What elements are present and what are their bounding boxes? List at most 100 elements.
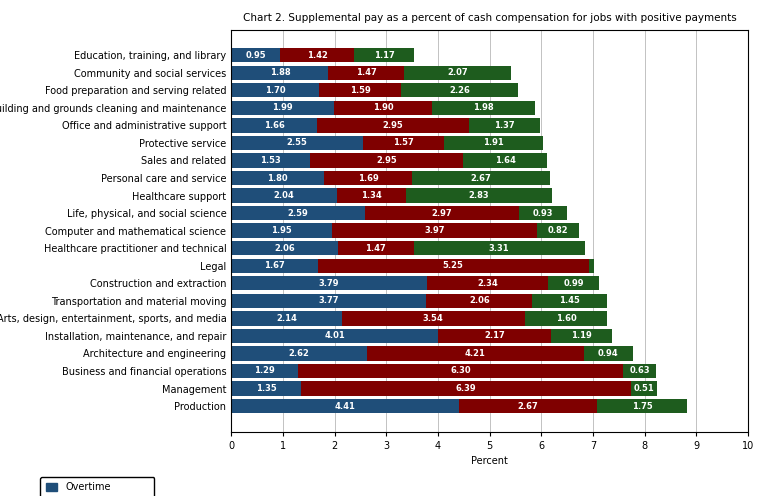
Text: 1.99: 1.99 <box>272 103 293 112</box>
Bar <box>231 101 334 115</box>
Bar <box>231 153 311 168</box>
Text: 2.55: 2.55 <box>287 138 308 147</box>
Bar <box>328 65 404 80</box>
Bar <box>231 294 426 308</box>
Bar <box>231 65 328 80</box>
Text: 0.51: 0.51 <box>634 384 655 393</box>
Text: 1.70: 1.70 <box>265 86 285 95</box>
Text: 6.30: 6.30 <box>450 367 471 375</box>
Text: 3.54: 3.54 <box>423 314 443 323</box>
Text: 2.59: 2.59 <box>288 209 308 218</box>
Bar <box>624 364 656 378</box>
Text: 1.35: 1.35 <box>256 384 277 393</box>
Bar <box>319 83 401 98</box>
Bar <box>589 258 594 273</box>
Text: 1.37: 1.37 <box>494 121 515 130</box>
Text: 1.66: 1.66 <box>264 121 284 130</box>
Bar <box>404 65 511 80</box>
Legend: Overtime, Bonuses, Shift differentials: Overtime, Bonuses, Shift differentials <box>40 477 154 496</box>
Bar <box>631 381 658 396</box>
Text: 1.67: 1.67 <box>264 261 284 270</box>
Bar <box>231 206 365 220</box>
Text: 1.19: 1.19 <box>571 331 591 340</box>
Bar <box>281 48 354 62</box>
Text: 1.47: 1.47 <box>365 244 386 252</box>
Text: 2.06: 2.06 <box>469 296 490 306</box>
Text: 2.07: 2.07 <box>447 68 468 77</box>
Bar <box>597 399 688 413</box>
Bar <box>231 399 459 413</box>
Text: 1.75: 1.75 <box>632 402 652 411</box>
Text: 2.95: 2.95 <box>383 121 404 130</box>
Bar <box>231 241 338 255</box>
Text: 2.06: 2.06 <box>274 244 295 252</box>
Bar <box>433 101 534 115</box>
Bar <box>406 188 552 203</box>
Bar <box>231 346 367 361</box>
Bar <box>231 276 427 291</box>
Text: 1.64: 1.64 <box>495 156 516 165</box>
Text: 1.53: 1.53 <box>261 156 281 165</box>
Text: 5.25: 5.25 <box>443 261 463 270</box>
Text: 1.57: 1.57 <box>393 138 414 147</box>
Text: 2.97: 2.97 <box>432 209 452 218</box>
Bar <box>231 188 337 203</box>
Bar <box>548 276 599 291</box>
Text: 0.94: 0.94 <box>598 349 618 358</box>
Bar <box>363 136 444 150</box>
Bar <box>231 83 319 98</box>
Text: 3.79: 3.79 <box>319 279 339 288</box>
Bar <box>231 311 342 325</box>
Title: Chart 2. Supplemental pay as a percent of cash compensation for jobs with positi: Chart 2. Supplemental pay as a percent o… <box>243 13 736 23</box>
Text: 1.60: 1.60 <box>556 314 577 323</box>
Text: 1.17: 1.17 <box>374 51 394 60</box>
Text: 2.04: 2.04 <box>274 191 295 200</box>
Text: 1.69: 1.69 <box>358 174 379 183</box>
Bar <box>550 329 612 343</box>
Bar <box>325 171 412 185</box>
Text: 1.91: 1.91 <box>483 138 503 147</box>
Text: 1.88: 1.88 <box>270 68 290 77</box>
Bar <box>342 311 525 325</box>
Text: 2.62: 2.62 <box>288 349 309 358</box>
Bar <box>427 276 548 291</box>
Bar <box>459 399 597 413</box>
Bar <box>301 381 631 396</box>
Text: 0.95: 0.95 <box>245 51 266 60</box>
Bar <box>298 364 624 378</box>
Text: 1.42: 1.42 <box>307 51 328 60</box>
Text: 4.21: 4.21 <box>465 349 486 358</box>
Text: 4.01: 4.01 <box>325 331 345 340</box>
Bar <box>414 241 584 255</box>
Text: 1.59: 1.59 <box>350 86 371 95</box>
Bar <box>412 171 550 185</box>
Bar <box>332 223 537 238</box>
Text: 1.34: 1.34 <box>361 191 382 200</box>
Bar <box>231 223 332 238</box>
Text: 1.29: 1.29 <box>254 367 275 375</box>
Bar <box>231 118 317 132</box>
Bar <box>231 258 318 273</box>
Bar <box>354 48 414 62</box>
Bar <box>470 118 540 132</box>
Bar <box>231 381 301 396</box>
Bar <box>525 311 608 325</box>
Bar <box>463 153 547 168</box>
Text: 0.63: 0.63 <box>629 367 650 375</box>
Bar <box>338 241 414 255</box>
Text: 2.83: 2.83 <box>469 191 490 200</box>
Bar <box>519 206 567 220</box>
Bar <box>317 118 470 132</box>
Text: 4.41: 4.41 <box>335 402 355 411</box>
Bar <box>318 258 589 273</box>
Text: 1.98: 1.98 <box>473 103 493 112</box>
Text: 2.95: 2.95 <box>376 156 397 165</box>
Text: 2.17: 2.17 <box>484 331 505 340</box>
Text: 1.45: 1.45 <box>560 296 581 306</box>
Bar <box>584 346 633 361</box>
Text: 0.82: 0.82 <box>548 226 568 235</box>
Bar <box>231 48 281 62</box>
Bar <box>231 171 325 185</box>
Text: 2.34: 2.34 <box>477 279 498 288</box>
Bar <box>337 188 406 203</box>
